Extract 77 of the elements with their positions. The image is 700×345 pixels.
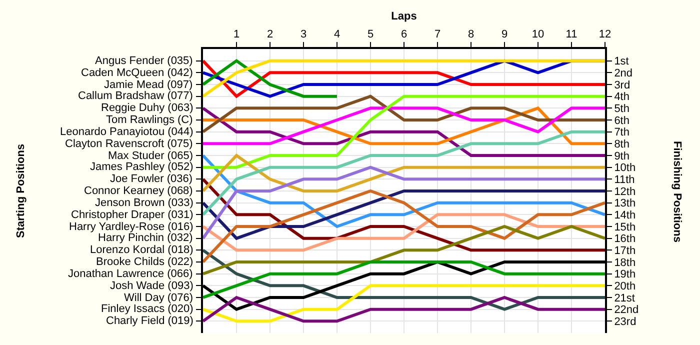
line-series [203,213,605,252]
line-series [203,59,605,98]
line-series [203,154,605,228]
y-tick-label: 16th [614,233,636,246]
line-series [203,154,605,192]
line-series [203,248,605,311]
x-tick-label: 8 [468,28,474,41]
text: Angus Fender (035) [95,55,193,67]
y-tick-label: 7th [614,126,630,139]
y-tick-label: 3rd [614,79,630,92]
text: Joe Fowler (036) [110,173,193,185]
text: Josh Wade (093) [110,280,194,292]
y-tick-label: 13th [614,198,636,210]
y-tick-label: 22nd [614,304,639,316]
y-tick-label: 14th [614,210,636,222]
x-tick-label: 6 [400,28,408,41]
x-tick-label: 4 [334,28,340,41]
line-series [203,94,605,134]
text: Clayton Ravenscroft (075) [65,138,193,150]
text: Max Studer (065) [108,150,193,162]
y-tick-label: 8th [614,138,630,151]
y-tick-label: 19th [614,268,636,281]
x-tick-label: 3 [300,28,307,41]
line-series [203,130,605,216]
y-tick-label: 23rd [614,316,636,328]
text: Harry Pinchin (032) [98,232,193,244]
text: Leonardo Panayiotou (044) [60,126,194,138]
y-tick-label: 1st [614,56,629,68]
line-series [203,178,605,252]
text: Jenson Brown (033) [95,197,194,209]
x-tick-label: 2 [266,28,274,41]
line-series [203,94,605,169]
y-tick-label: 4th [614,91,630,104]
y-tick-label: 18th [614,256,636,269]
text: Connor Kearney (068) [84,185,193,197]
line-series [203,166,605,240]
y-tick-label: 9th [614,150,630,162]
y-tick-label: 11th [614,174,635,186]
text: James Pashley (052) [90,161,194,173]
y-tick-label: 17th [614,245,636,258]
text: Tom Rawlings (C) [106,114,193,126]
x-tick-label: 10 [532,28,544,41]
x-tick-label: 12 [598,28,612,41]
text: Callum Bradshaw (077) [78,90,193,102]
x-tick-label: 11 [566,28,578,41]
text: Brooke Childs (022) [96,256,194,268]
text: Charly Field (019) [106,315,194,327]
y-axis-title: Finishing Positions [671,141,683,242]
y-tick-label: 2nd [614,68,633,80]
text: Caden McQueen (042) [81,67,193,79]
x-axis-title: Laps [391,10,417,23]
y-tick-label: 10th [614,162,636,174]
text: Finley Issacs (020) [101,303,194,315]
text: Jonathan Lawrence (066) [68,268,193,280]
text: Starting Positions [15,144,27,238]
line-series [203,190,605,240]
y-tick-label: 20th [614,280,636,293]
text: Will Day (076) [124,292,194,304]
line-series [203,106,605,157]
y-tick-label: 5th [614,103,630,116]
text: Lorenzo Kordal (018) [90,244,194,256]
line-series [203,225,605,276]
x-tick-label: 1 [233,28,240,41]
x-tick-label: 5 [367,28,374,41]
line-series [203,260,605,299]
y-tick-label: 21st [614,292,635,304]
text: Reggie Duhy (063) [101,102,194,114]
text: Jamie Mead (097) [104,79,193,91]
x-tick-label: 9 [501,28,508,41]
y-tick-label: 6th [614,114,630,127]
text: Christopher Draper (031) [71,209,194,221]
y-tick-label: 12th [614,186,636,198]
x-tick-label: 7 [434,28,441,41]
y-tick-label: 15th [614,221,636,234]
line-series [203,106,605,146]
line-series [203,190,605,264]
text: Harry Yardley-Rose (016) [69,221,194,233]
